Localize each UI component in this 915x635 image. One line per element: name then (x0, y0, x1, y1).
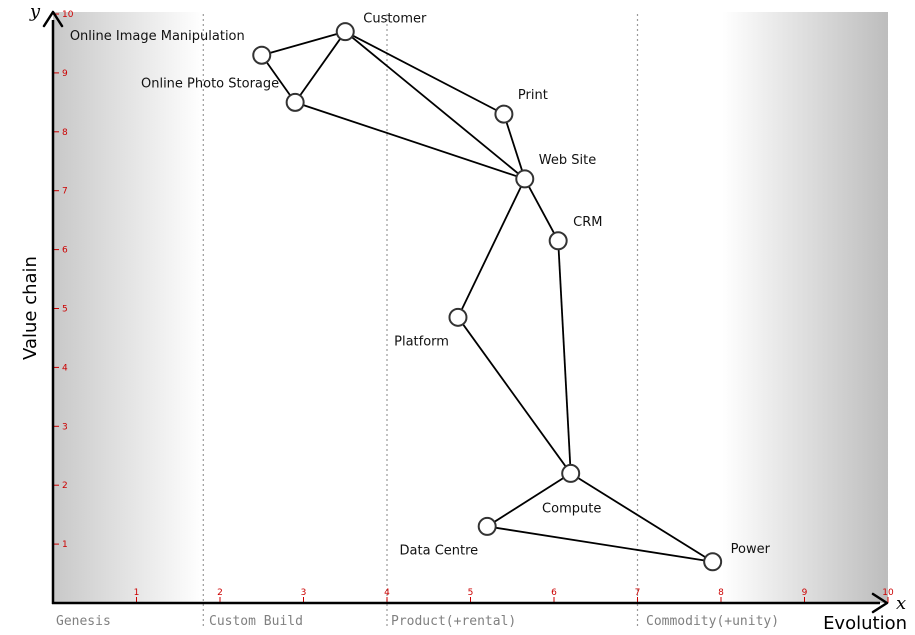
node-print[interactable] (494, 104, 514, 124)
y-tick-label: 7 (62, 187, 68, 197)
node-label-storage: Online Photo Storage (141, 76, 279, 91)
y-tick-label: 1 (62, 540, 68, 550)
stage-divider-lines (202, 14, 639, 629)
map-nodes (252, 22, 723, 572)
node-label-print: Print (518, 88, 548, 103)
node-platform[interactable] (448, 307, 468, 327)
node-storage[interactable] (285, 92, 305, 112)
node-website[interactable] (515, 169, 535, 189)
node-label-crm: CRM (573, 215, 602, 230)
x-tick-label: 1 (134, 588, 140, 598)
node-datacentre[interactable] (477, 516, 497, 536)
y-tick-label: 5 (62, 305, 68, 315)
x-tick-label: 9 (802, 588, 808, 598)
edge-customer-storage (294, 31, 346, 103)
stage-product: Product(+rental) (391, 614, 516, 629)
node-crm[interactable] (548, 231, 568, 251)
edge-crm-compute (557, 240, 572, 474)
node-label-datacentre: Data Centre (400, 543, 479, 558)
node-image[interactable] (252, 45, 272, 65)
x-axis-arrow-icon (871, 592, 889, 614)
axis-ticks: 1 1 2 2 3 3 4 4 5 5 6 6 7 7 8 8 9 9 10 10 (53, 10, 894, 603)
y-tick-label: 3 (62, 422, 68, 432)
y-axis-title: Value chain (20, 256, 41, 360)
y-tick-label: 2 (62, 481, 68, 491)
x-tick-label: 8 (718, 588, 724, 598)
edge-website-crm (523, 178, 559, 242)
y-tick-label: 4 (62, 363, 68, 373)
stage-custom-build: Custom Build (209, 614, 303, 629)
node-label-customer: Customer (363, 12, 427, 27)
genesis-shade (53, 12, 203, 603)
node-customer[interactable] (335, 22, 355, 42)
edge-datacentre-power (487, 525, 713, 563)
edge-customer-image (261, 30, 346, 57)
stage-commodity: Commodity(+unity) (646, 614, 779, 629)
x-axis-title: Evolution (823, 613, 907, 634)
edge-print-website (503, 113, 526, 180)
edge-compute-datacentre (486, 472, 572, 528)
edge-customer-print (344, 30, 505, 115)
axes: y x Value chain Evolution (20, 1, 907, 634)
node-label-image: Online Image Manipulation (70, 29, 245, 44)
map-edges (261, 30, 714, 563)
y-axis-variable: y (29, 1, 41, 22)
edge-compute-power (570, 472, 714, 563)
y-axis-arrow-icon (42, 10, 64, 28)
edge-customer-website (344, 30, 526, 180)
edge-platform-compute (457, 316, 572, 474)
x-tick-label: 3 (301, 588, 307, 598)
commodity-shade (722, 12, 888, 603)
background-shading (53, 12, 888, 603)
y-tick-label: 10 (62, 10, 74, 20)
edge-storage-website (294, 101, 526, 180)
y-tick-label: 6 (62, 246, 68, 256)
node-label-compute: Compute (542, 501, 601, 516)
x-tick-label: 6 (551, 588, 557, 598)
y-tick-label: 9 (62, 69, 68, 79)
x-tick-label: 5 (468, 588, 474, 598)
edge-image-storage (261, 54, 296, 103)
x-tick-label: 4 (384, 588, 390, 598)
x-tick-label: 7 (635, 588, 641, 598)
x-axis-variable: x (896, 593, 906, 614)
node-label-power: Power (731, 542, 771, 557)
stage-genesis: Genesis (56, 614, 111, 629)
node-compute[interactable] (561, 463, 581, 483)
y-tick-label: 8 (62, 128, 68, 138)
x-tick-label: 2 (217, 588, 223, 598)
node-label-website: Web Site (539, 153, 596, 168)
node-power[interactable] (703, 552, 723, 572)
edge-website-platform (457, 178, 526, 318)
node-labels: Customer Online Image Manipulation Online … (70, 12, 771, 559)
evolution-stage-labels: Genesis Custom Build Product(+rental) Co… (56, 614, 779, 629)
node-label-platform: Platform (394, 334, 449, 349)
x-tick-label: 10 (882, 588, 894, 598)
